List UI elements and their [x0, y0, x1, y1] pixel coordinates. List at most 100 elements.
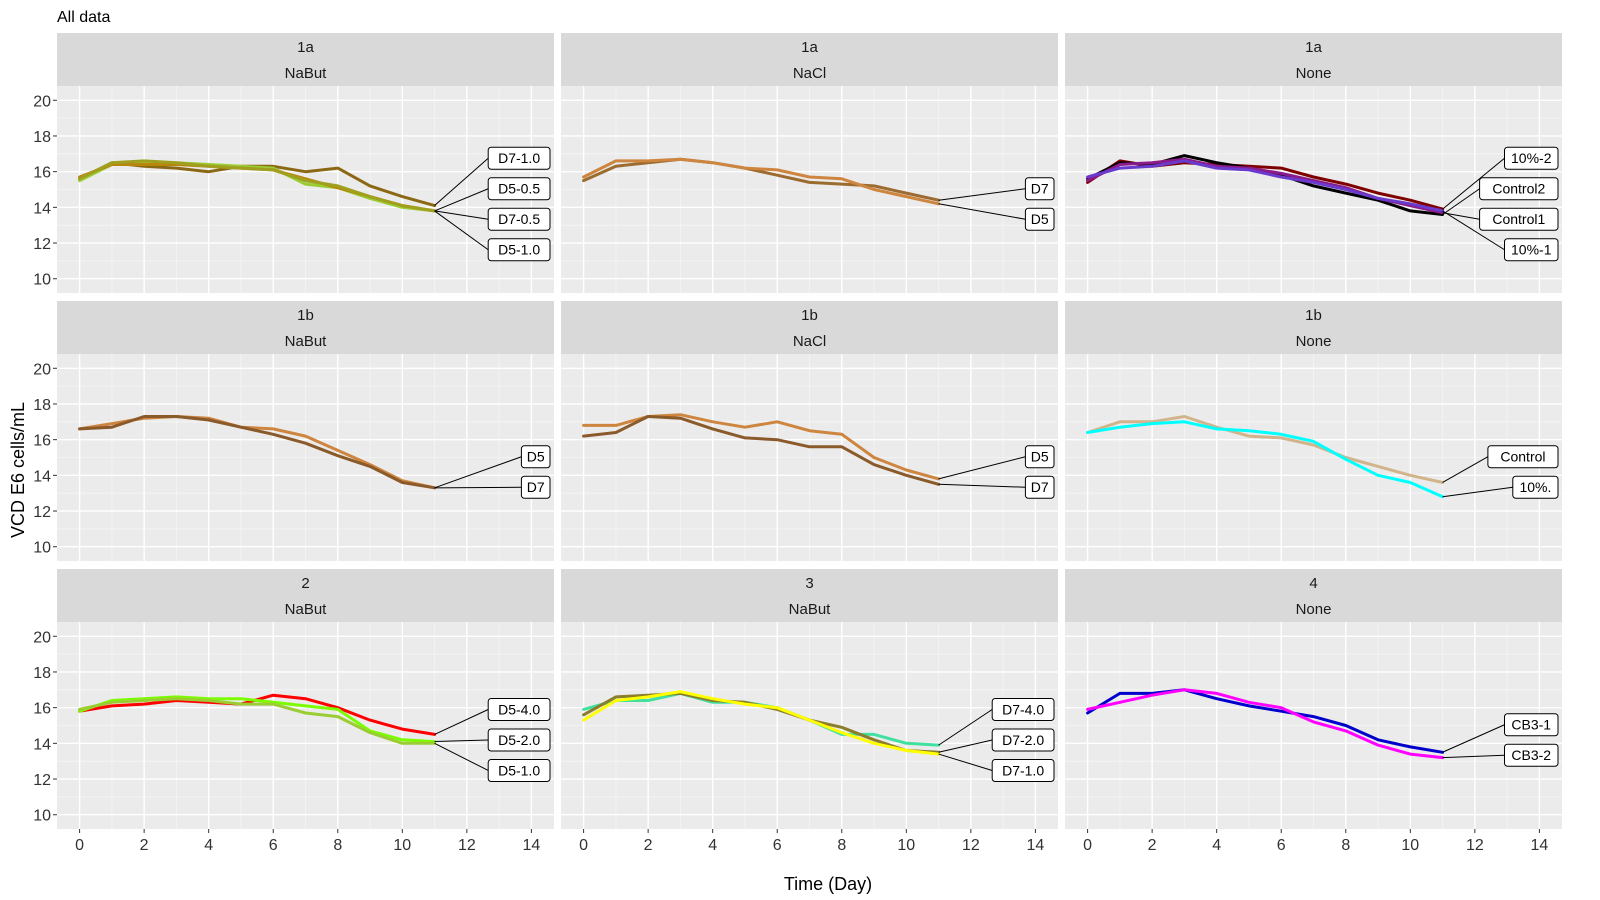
- series-label: 10%.: [1519, 479, 1551, 495]
- label-box: [1479, 207, 1559, 231]
- label-leader-line: [434, 188, 489, 212]
- label-leader-line: [938, 483, 1026, 488]
- series-label: D5: [1031, 449, 1049, 465]
- label-leader-line: [938, 739, 993, 753]
- series-label: D7: [1031, 479, 1049, 495]
- label-box: [487, 207, 551, 231]
- label-box: [487, 238, 551, 262]
- panel-strip: [1065, 569, 1562, 622]
- series-line: [1086, 688, 1445, 760]
- series-line: [1086, 688, 1445, 754]
- series-line: [78, 695, 437, 744]
- series-label: D7-2.0: [1002, 732, 1044, 748]
- series-label: D7-1.0: [498, 150, 540, 166]
- series-label: Control1: [1492, 211, 1545, 227]
- panel-strip: [561, 569, 1058, 622]
- label-leader-line: [434, 210, 489, 251]
- series-line: [1086, 159, 1445, 213]
- series-label: 10%-2: [1511, 150, 1552, 166]
- series-label: D7: [1031, 181, 1049, 197]
- strip-label-top: 1b: [1305, 307, 1322, 324]
- label-leader-line: [1442, 188, 1480, 215]
- y-tick-label: 18: [33, 665, 51, 682]
- series-label: D5: [1031, 211, 1049, 227]
- label-leader-line: [434, 456, 522, 489]
- label-leader-line: [938, 709, 993, 746]
- y-tick-label: 10: [33, 808, 51, 825]
- series-label: D5-2.0: [498, 732, 540, 748]
- strip-label-top: 2: [301, 575, 309, 592]
- label-box: [1024, 207, 1055, 231]
- x-tick-label: 8: [837, 837, 846, 854]
- panel-strip: [57, 569, 554, 622]
- y-tick-label: 16: [33, 165, 51, 182]
- series-label: 10%-1: [1511, 242, 1552, 258]
- panel-strip: [561, 33, 1058, 86]
- series-label: CB3-1: [1511, 717, 1551, 733]
- panel-strip: [57, 301, 554, 354]
- label-leader-line: [1442, 210, 1505, 251]
- label-box: [1479, 177, 1559, 201]
- x-tick-label: 0: [75, 837, 84, 854]
- label-box: [1024, 475, 1055, 499]
- strip-label-top: 3: [805, 575, 813, 592]
- y-tick-label: 18: [33, 129, 51, 146]
- y-tick-label: 12: [33, 236, 51, 253]
- panel-strip: [1065, 301, 1562, 354]
- y-tick-label: 14: [33, 468, 51, 485]
- panel-6: 2 NaBut 10 12 14 16 18 20 0 2 4 6 8 10 12 14 D5-4.0 D5-2.…: [33, 569, 554, 854]
- label-leader-line: [1442, 456, 1489, 483]
- y-tick-label: 10: [33, 272, 51, 289]
- x-tick-label: 4: [1212, 837, 1221, 854]
- label-leader-line: [434, 739, 489, 743]
- y-tick-label: 14: [33, 736, 51, 753]
- x-tick-label: 4: [708, 837, 717, 854]
- panel-4: 1b NaCl D5 D7: [561, 301, 1058, 561]
- panel-strip: [561, 301, 1058, 354]
- x-tick-label: 6: [1277, 837, 1286, 854]
- label-leader-line: [434, 742, 489, 771]
- x-tick-label: 6: [773, 837, 782, 854]
- label-leader-line: [1442, 486, 1513, 498]
- label-box: [487, 177, 551, 201]
- strip-label-top: 1a: [1305, 39, 1322, 56]
- series-line: [582, 157, 941, 202]
- strip-label-bottom: NaBut: [285, 601, 328, 618]
- label-box: [487, 697, 551, 721]
- strip-label-bottom: NaBut: [789, 601, 832, 618]
- panels-layer: 1aNaBut101214161820D7-1.0D5-0.5D7-0.5D5-…: [33, 33, 1562, 854]
- label-leader-line: [1442, 754, 1505, 759]
- series-label: D5: [527, 449, 545, 465]
- series-label: Control2: [1492, 181, 1545, 197]
- strip-label-top: 1a: [297, 39, 314, 56]
- x-tick-label: 2: [140, 837, 149, 854]
- panel-7: 3 NaBut 0 2 4 6 8 10 12 14 D7-4.0 D7-2.0 D7-1.0: [561, 569, 1058, 854]
- series-line: [78, 415, 437, 490]
- series-line: [582, 415, 941, 486]
- y-tick-label: 18: [33, 397, 51, 414]
- label-leader-line: [1442, 212, 1480, 220]
- label-box: [520, 475, 551, 499]
- chart-title: All data: [57, 9, 110, 26]
- label-box: [1024, 177, 1055, 201]
- strip-label-bottom: NaCl: [793, 65, 826, 82]
- strip-label-top: 1a: [801, 39, 818, 56]
- series-label: D7-4.0: [1002, 701, 1044, 717]
- strip-label-top: 1b: [801, 307, 818, 324]
- x-tick-label: 10: [897, 837, 915, 854]
- strip-label-top: 4: [1309, 575, 1317, 592]
- series-line: [78, 159, 437, 213]
- label-box: [1504, 238, 1559, 262]
- label-box: [991, 728, 1055, 752]
- y-tick-label: 16: [33, 701, 51, 718]
- label-leader-line: [434, 157, 489, 206]
- series-label: D7-0.5: [498, 211, 540, 227]
- panel-2: 1a None 10%-2 Control2 Control1 10%-1: [1065, 33, 1562, 293]
- x-tick-label: 2: [644, 837, 653, 854]
- strip-label-bottom: None: [1296, 65, 1332, 82]
- x-tick-label: 14: [523, 837, 541, 854]
- label-box: [487, 728, 551, 752]
- panel-0: 1a NaBut 10 12 14 16 18 20 D7-1.0 D5-0.5 D7-0.5 D5-…: [33, 33, 554, 293]
